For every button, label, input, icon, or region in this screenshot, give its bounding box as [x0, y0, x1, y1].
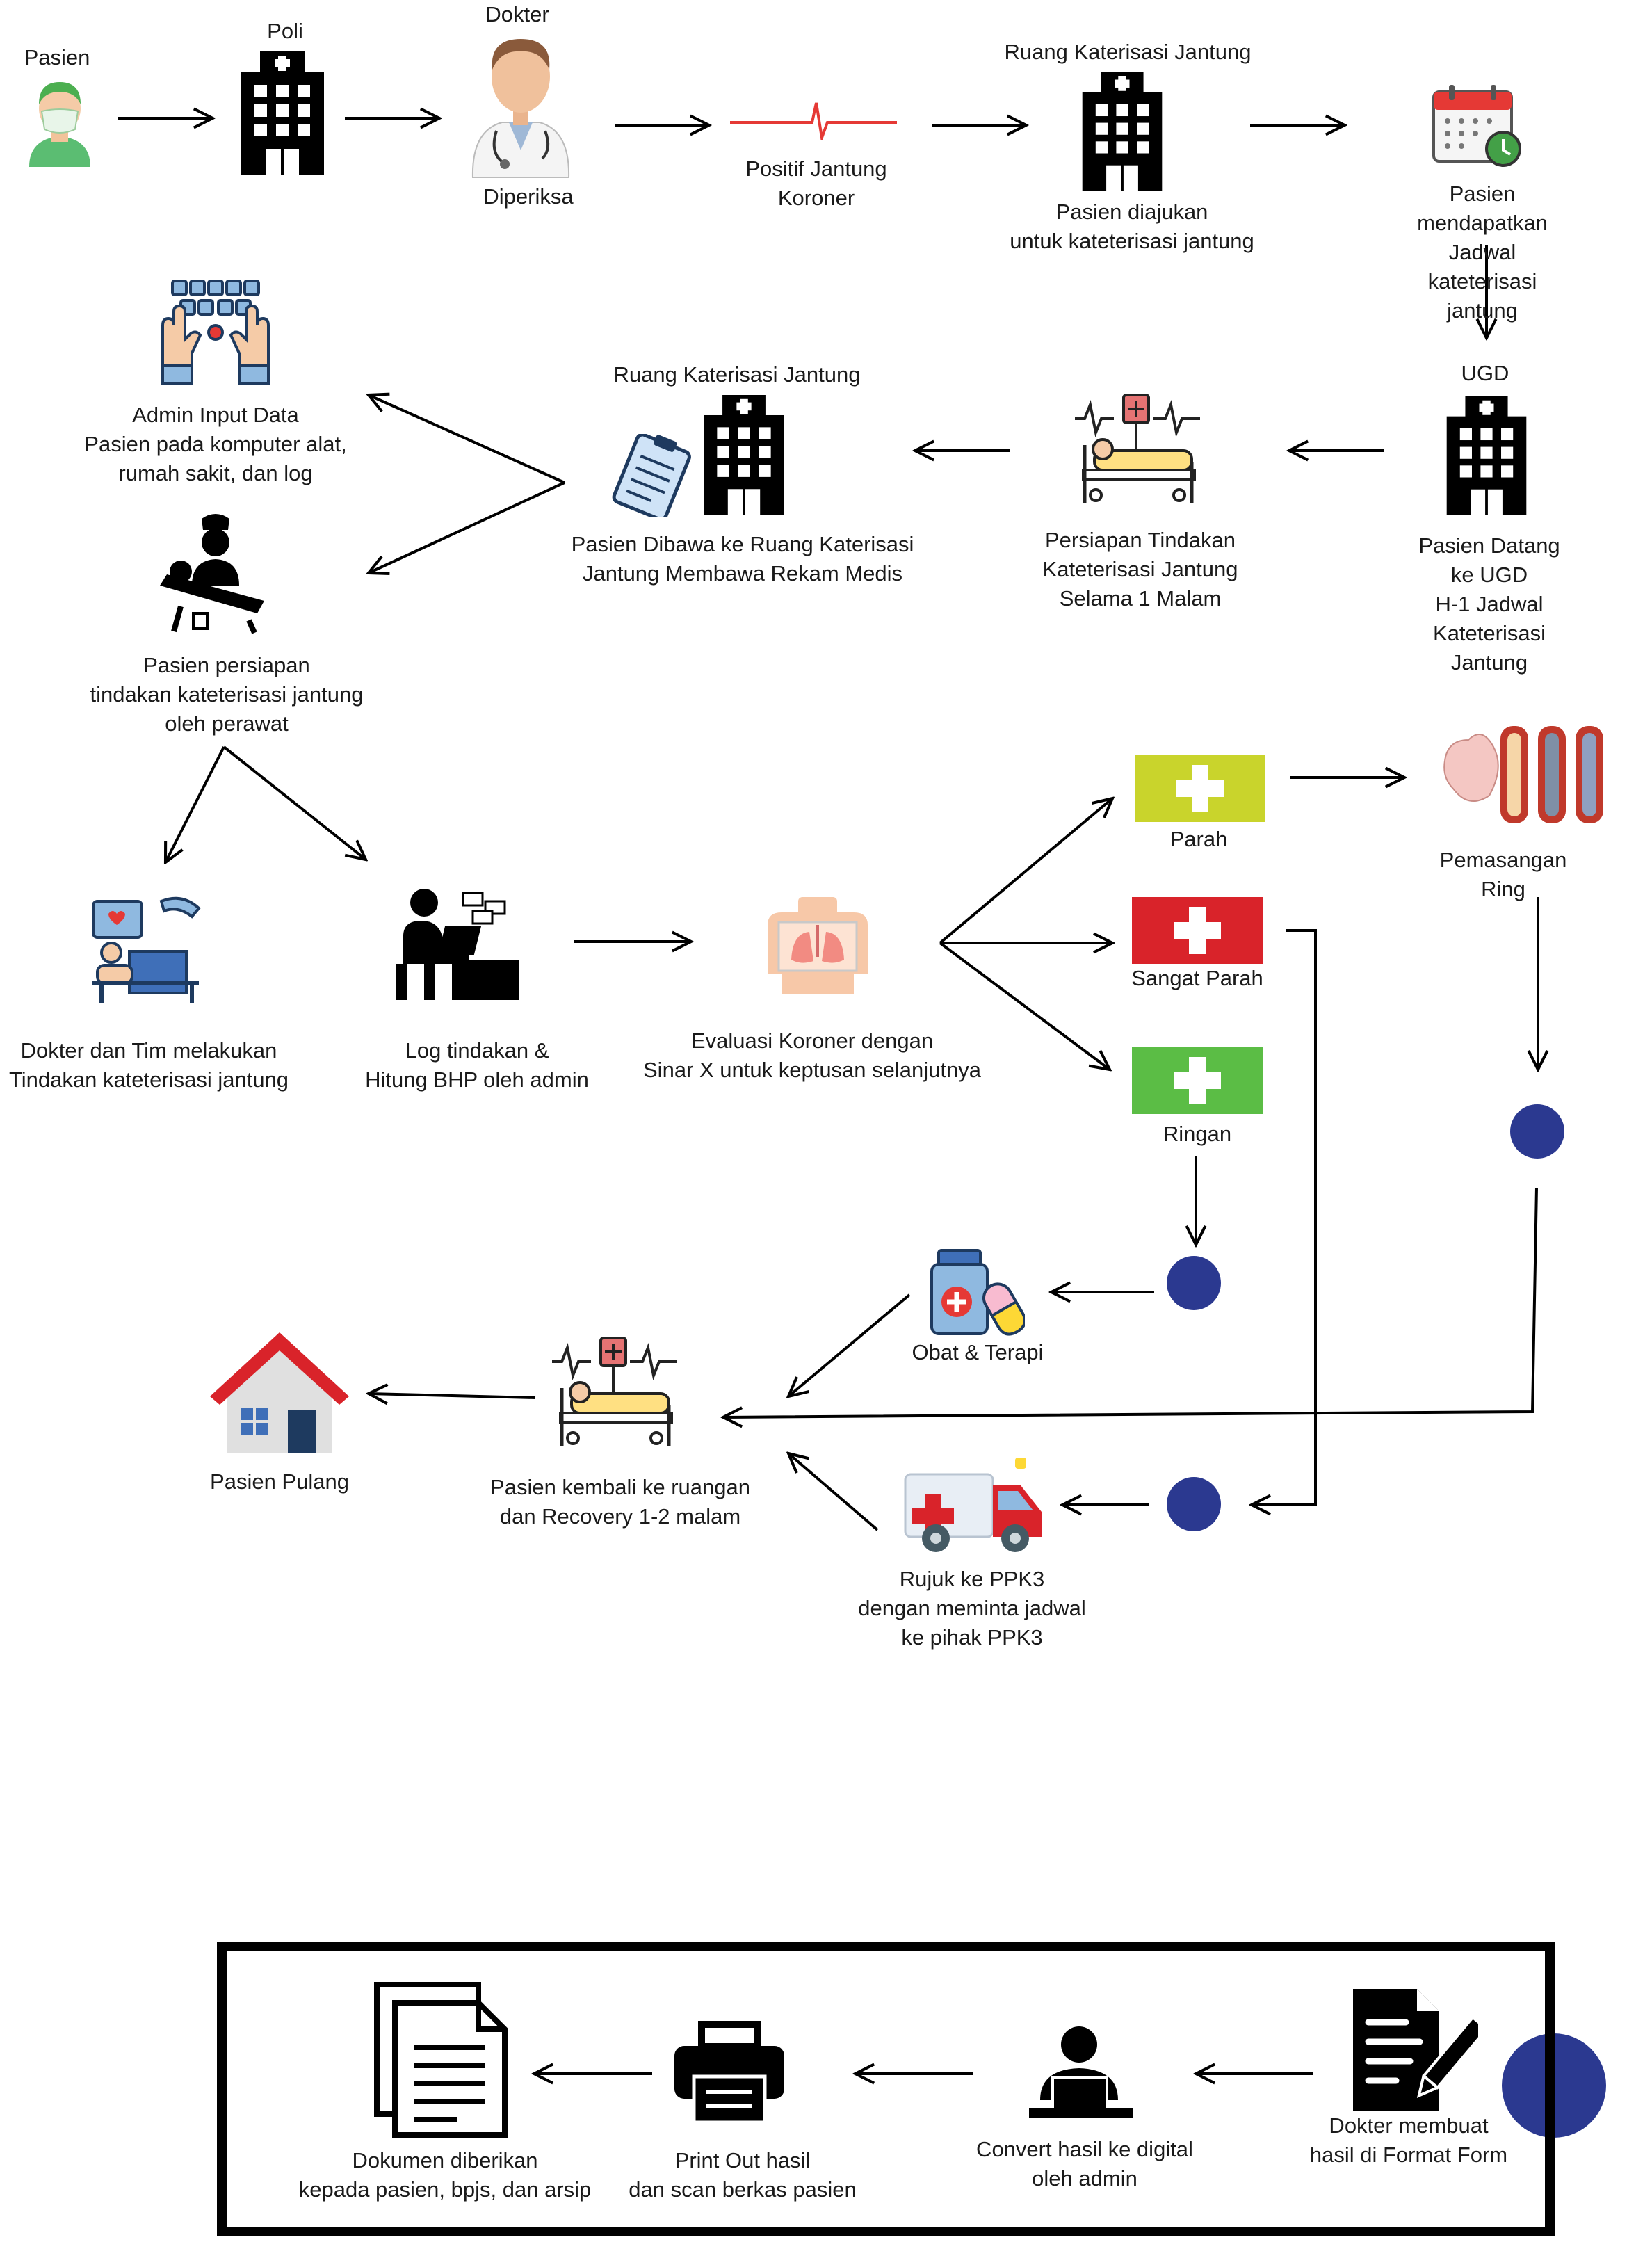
- document-stack-icon: [374, 1982, 508, 2138]
- label-sangat-parah: Sangat Parah: [1131, 966, 1263, 990]
- ecg-line-icon: [730, 102, 897, 140]
- label-dokter: Dokter: [485, 2, 549, 26]
- label-pasien: Pasien: [24, 45, 90, 70]
- house-icon: [210, 1332, 349, 1453]
- label-pemasangan-ring: Pemasangan Ring: [1439, 848, 1567, 901]
- label-ugd: UGD: [1461, 361, 1509, 385]
- xray-lungs-icon: [768, 897, 868, 994]
- ambulance-icon: [904, 1458, 1042, 1552]
- computer-user-icon: [1029, 2026, 1133, 2118]
- arrow-rujuk-recovery: [788, 1453, 879, 1531]
- printer-icon: [674, 2021, 784, 2124]
- medicine-icon: [930, 1249, 1025, 1336]
- hospital-building-icon: [704, 395, 784, 515]
- label-recovery: Pasien kembali ke ruangan dan Recovery 1…: [490, 1475, 750, 1529]
- label-positif-jantung: Positif Jantung Koroner: [745, 156, 887, 210]
- connector-dot-ringan: [1167, 1256, 1221, 1310]
- label-print: Print Out hasil dan scan berkas pasien: [629, 2148, 857, 2202]
- label-perawat: Pasien persiapan tindakan kateterisasi j…: [90, 653, 364, 736]
- label-dokter-tim: Dokter dan Tim melakukan Tindakan katete…: [8, 1038, 289, 1092]
- label-persiapan: Persiapan Tindakan Kateterisasi Jantung …: [1042, 528, 1238, 611]
- label-log: Log tindakan & Hitung BHP oleh admin: [365, 1038, 589, 1092]
- keyboard-hands-icon: [161, 280, 270, 385]
- patient-icon: [29, 82, 90, 167]
- arrow-perawat-dokter-tim: [165, 746, 225, 862]
- doctor-icon: [471, 39, 570, 178]
- hospital-bed-icon: [552, 1337, 677, 1446]
- label-dibawa: Pasien Dibawa ke Ruang Katerisasi Jantun…: [571, 532, 914, 586]
- arrow-obat-recovery: [788, 1293, 911, 1396]
- label-ruang-title-2: Ruang Katerisasi Jantung: [613, 362, 861, 387]
- hospital-building-icon: [1082, 72, 1163, 191]
- label-admin-input: Admin Input Data Pasien pada komputer al…: [84, 403, 347, 485]
- form-writing-icon: [1353, 1989, 1478, 2111]
- label-parah: Parah: [1169, 827, 1228, 851]
- stent-illustration-icon: [1443, 726, 1603, 823]
- label-dokter-form: Dokter membuat hasil di Format Form: [1309, 2113, 1508, 2167]
- arrow-ruang-admin: [369, 395, 565, 484]
- hospital-bed-icon: [1075, 394, 1200, 503]
- label-obat: Obat & Terapi: [912, 1340, 1044, 1364]
- hospital-building-icon: [241, 51, 324, 175]
- label-rujuk: Rujuk ke PPK3 dengan meminta jadwal ke p…: [858, 1567, 1086, 1650]
- clipboard-icon: [612, 434, 691, 517]
- admin-desk-icon: [396, 889, 519, 1000]
- cross-icon-parah: [1135, 755, 1265, 822]
- hospital-building-icon: [1446, 396, 1527, 515]
- arrow-ruang-perawat: [369, 481, 565, 573]
- label-evaluasi: Evaluasi Koroner dengan Sinar X untuk ke…: [643, 1029, 981, 1082]
- label-pulang: Pasien Pulang: [210, 1469, 349, 1494]
- document-process-box: [217, 1942, 1555, 2236]
- label-diperiksa: Diperiksa: [483, 184, 574, 209]
- label-ugd-caption: Pasien Datang ke UGD H-1 Jadwal Kateteri…: [1418, 533, 1560, 675]
- cross-icon-ringan: [1132, 1047, 1263, 1114]
- operation-team-icon: [92, 896, 201, 1003]
- nurse-patient-icon: [160, 514, 264, 634]
- arrow-recovery-pulang: [369, 1394, 536, 1398]
- cross-icon-sangat-parah: [1132, 897, 1263, 964]
- calendar-icon: [1432, 85, 1521, 167]
- label-dokumen: Dokumen diberikan kepada pasien, bpjs, d…: [298, 2148, 592, 2202]
- arrow-perawat-log: [222, 745, 366, 860]
- label-ruang-title-1: Ruang Katerisasi Jantung: [1004, 40, 1252, 64]
- arrow-sangat-parah-dot: [1252, 929, 1317, 1505]
- connector-dot-ring: [1510, 1104, 1564, 1159]
- connector-dot-sangat-parah: [1167, 1477, 1221, 1531]
- arrow-ring-dot-recovery: [723, 1187, 1538, 1417]
- label-poli: Poli: [267, 19, 303, 43]
- arrow-evaluasi-parah: [939, 798, 1112, 944]
- label-pasien-diajukan: Pasien diajukan untuk kateterisasi jantu…: [1010, 200, 1254, 253]
- arrow-evaluasi-ringan: [939, 942, 1110, 1070]
- label-ringan: Ringan: [1163, 1122, 1232, 1146]
- label-convert: Convert hasil ke digital oleh admin: [976, 2137, 1193, 2191]
- label-jadwal: Pasien mendapatkan Jadwal kateterisasi j…: [1417, 182, 1548, 323]
